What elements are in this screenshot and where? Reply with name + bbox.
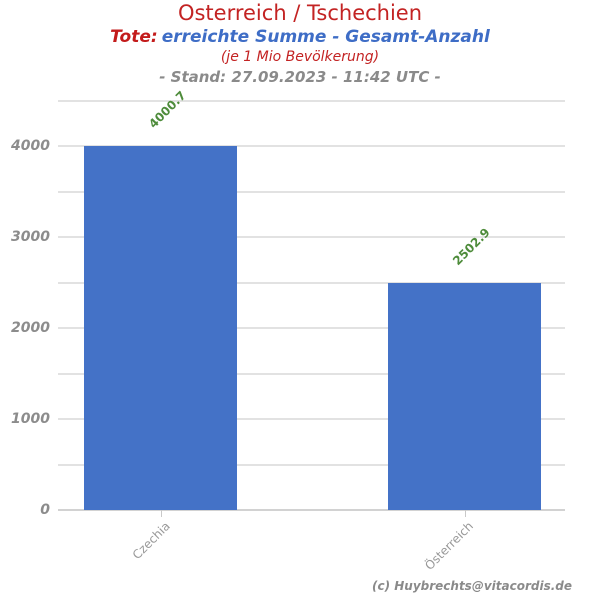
bar-value-label: 2502.9 xyxy=(449,224,493,268)
x-category-label: Österreich xyxy=(422,519,477,573)
y-tick-label-3000: 3000 xyxy=(11,229,50,246)
gridline-1000 xyxy=(58,418,565,421)
gridline-3000 xyxy=(58,236,565,239)
stand-line: - Stand: 27.09.2023 - 11:42 UTC - xyxy=(159,68,441,86)
gridline-1500 xyxy=(58,372,565,375)
gridline-2000 xyxy=(58,327,565,330)
bar-czechia xyxy=(84,146,237,510)
bar-value-label: 4000.7 xyxy=(145,88,189,132)
x-axis-line xyxy=(58,509,565,511)
x-tick-mark xyxy=(464,510,466,517)
y-tick-label-1000: 1000 xyxy=(11,411,50,428)
subtitle-note: (je 1 Mio Bevölkerung) xyxy=(220,49,380,65)
subtitle-prefix: Tote: xyxy=(110,27,158,47)
bar-österreich xyxy=(388,282,541,510)
chart-subtitle: Tote: erreichte Summe - Gesamt-Anzahl xyxy=(0,26,600,48)
subtitle-main: erreichte Summe - Gesamt-Anzahl xyxy=(161,27,490,47)
y-tick-label-4000: 4000 xyxy=(11,138,50,155)
x-category-label: Czechia xyxy=(129,519,173,563)
gridline-3500 xyxy=(58,190,565,193)
chart-title: Osterreich / Tschechien xyxy=(177,1,423,25)
y-tick-label-0: 0 xyxy=(40,502,50,518)
gridline-500 xyxy=(58,463,565,466)
x-tick-mark xyxy=(160,510,162,517)
chart-header: Osterreich / Tschechien Tote: erreichte S… xyxy=(0,0,600,87)
gridline-4000 xyxy=(58,145,565,148)
gridline-4500 xyxy=(58,100,565,102)
gridline-2500 xyxy=(58,281,565,284)
y-tick-label-2000: 2000 xyxy=(11,320,50,337)
copyright: (c) Huybrechts@vitacordis.de xyxy=(371,579,572,593)
